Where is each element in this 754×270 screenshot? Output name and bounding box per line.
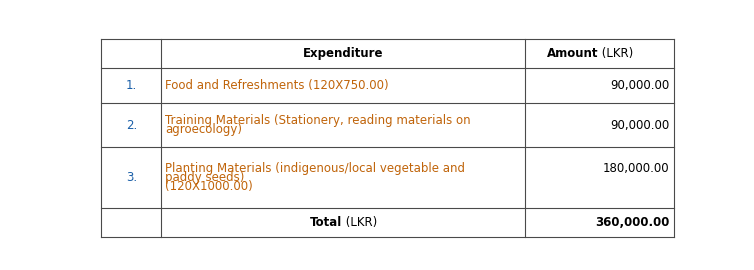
Text: Food and Refreshments (120X750.00): Food and Refreshments (120X750.00)	[165, 79, 389, 92]
Text: Expenditure: Expenditure	[303, 47, 384, 60]
Text: (LKR): (LKR)	[342, 216, 377, 229]
Text: 2.: 2.	[126, 119, 137, 131]
Text: (120X1000.00): (120X1000.00)	[165, 180, 253, 193]
Text: 90,000.00: 90,000.00	[610, 79, 670, 92]
Text: Amount: Amount	[547, 47, 599, 60]
Text: paddy seeds): paddy seeds)	[165, 171, 245, 184]
Text: 1.: 1.	[126, 79, 137, 92]
Text: Total: Total	[310, 216, 342, 229]
Text: 360,000.00: 360,000.00	[595, 216, 670, 229]
Text: Training Materials (Stationery, reading materials on: Training Materials (Stationery, reading …	[165, 114, 471, 127]
Text: 90,000.00: 90,000.00	[610, 119, 670, 131]
Text: 3.: 3.	[126, 171, 137, 184]
Text: (LKR): (LKR)	[599, 47, 633, 60]
Text: agroecology): agroecology)	[165, 123, 243, 136]
Text: 180,000.00: 180,000.00	[602, 162, 670, 175]
Text: Planting Materials (indigenous/local vegetable and: Planting Materials (indigenous/local veg…	[165, 162, 465, 175]
